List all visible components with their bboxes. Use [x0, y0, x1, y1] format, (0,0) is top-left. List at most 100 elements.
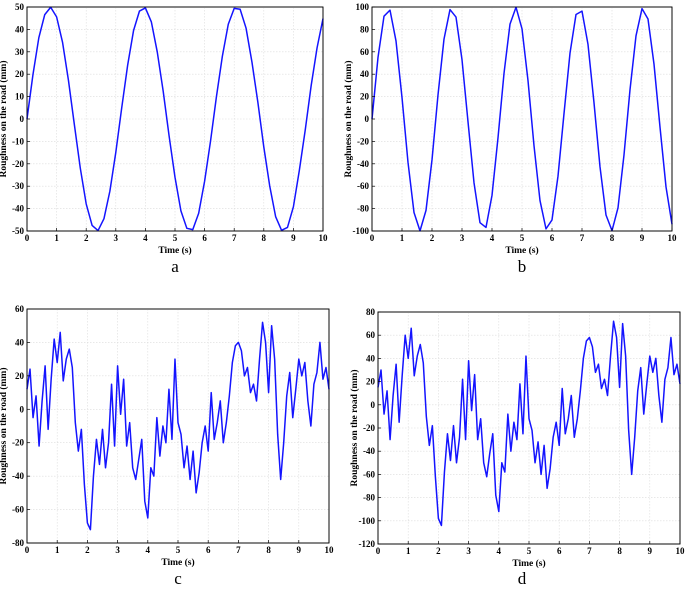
- y-tick-label: -80: [12, 538, 24, 548]
- x-tick-label: 2: [430, 233, 435, 243]
- y-axis-label: Roughness on the road (mm): [0, 367, 9, 484]
- x-tick-label: 0: [25, 233, 30, 243]
- y-axis-label: Roughness on the road (mm): [0, 60, 9, 177]
- y-tick-label: 60: [15, 304, 25, 314]
- x-tick-label: 7: [232, 233, 237, 243]
- x-tick-label: 4: [490, 233, 495, 243]
- y-tick-label: 80: [360, 24, 370, 34]
- x-tick-label: 5: [176, 545, 181, 555]
- y-tick-label: -40: [12, 471, 24, 481]
- x-tick-label: 7: [587, 546, 592, 556]
- x-tick-label: 10: [676, 546, 685, 556]
- y-tick-label: 20: [15, 371, 25, 381]
- x-tick-label: 8: [262, 233, 267, 243]
- x-tick-label: 10: [325, 545, 335, 555]
- y-tick-label: -20: [357, 136, 369, 146]
- x-tick-label: 5: [173, 233, 178, 243]
- x-tick-label: 3: [115, 545, 120, 555]
- x-tick-label: 10: [319, 233, 329, 243]
- y-axis-label: Roughness on the road (mm): [349, 369, 360, 486]
- y-axis-label: Roughness on the road (mm): [343, 60, 354, 177]
- y-tick-label: -60: [12, 505, 24, 515]
- x-tick-label: 6: [202, 233, 207, 243]
- y-tick-label: -60: [357, 181, 369, 191]
- x-tick-label: 1: [54, 233, 59, 243]
- y-tick-label: 80: [366, 307, 376, 317]
- x-tick-label: 6: [557, 546, 562, 556]
- y-tick-label: 0: [365, 114, 370, 124]
- x-tick-label: 6: [206, 545, 211, 555]
- x-tick-label: 3: [114, 233, 119, 243]
- y-tick-label: -80: [363, 493, 375, 503]
- x-tick-label: 2: [84, 233, 89, 243]
- x-axis-label: Time (s): [158, 245, 191, 256]
- x-tick-label: 4: [146, 545, 151, 555]
- y-tick-label: 40: [366, 353, 376, 363]
- y-tick-label: -40: [357, 159, 369, 169]
- x-tick-label: 3: [466, 546, 471, 556]
- y-tick-label: -60: [363, 469, 375, 479]
- x-tick-label: 5: [527, 546, 532, 556]
- chart-panel-b: 0 1 2 3 4 5 6 7 8 9 10 -100 -80 -60 -40 -20 0 20 40 60 80 100…: [343, 2, 677, 276]
- y-tick-label: 50: [15, 2, 25, 12]
- x-axis-label: Time (s): [505, 245, 538, 256]
- y-tick-label: -10: [12, 136, 24, 146]
- panel-caption: b: [518, 257, 527, 276]
- y-tick-label: -30: [12, 181, 24, 191]
- series-line-b: [371, 6, 673, 232]
- y-tick-label: 60: [360, 47, 370, 57]
- x-axis-label: Time (s): [161, 557, 194, 568]
- x-tick-label: 1: [406, 546, 411, 556]
- y-tick-label: 0: [371, 400, 376, 410]
- x-tick-label: 0: [376, 546, 381, 556]
- chart-panel-d: 0 1 2 3 4 5 6 7 8 9 10 -120 -100 -80 -60 -40 -20 0 20 40 60 8…: [349, 307, 685, 588]
- y-tick-label: -50: [12, 226, 24, 236]
- panel-caption: d: [518, 569, 527, 588]
- x-tick-label: 4: [143, 233, 148, 243]
- panel-caption: a: [171, 257, 179, 276]
- y-tick-label: 30: [15, 47, 25, 57]
- panel-caption: c: [174, 569, 182, 588]
- y-tick-label: 10: [15, 92, 25, 102]
- x-tick-label: 2: [85, 545, 90, 555]
- y-tick-label: -100: [353, 226, 370, 236]
- x-tick-label: 3: [460, 233, 465, 243]
- x-tick-label: 9: [648, 546, 653, 556]
- y-tick-label: 100: [356, 2, 370, 12]
- x-tick-label: 9: [291, 233, 296, 243]
- x-tick-label: 1: [55, 545, 60, 555]
- x-tick-label: 0: [25, 545, 30, 555]
- x-tick-label: 1: [400, 233, 405, 243]
- series-line-d: [377, 320, 681, 527]
- chart-panel-a: 0 1 2 3 4 5 6 7 8 9 10 -50 -40 -30 -20 -10 0 10 20 30 40 50 Ti…: [0, 2, 328, 276]
- x-tick-label: 7: [580, 233, 585, 243]
- y-tick-label: 40: [360, 69, 370, 79]
- x-tick-label: 9: [297, 545, 302, 555]
- x-tick-label: 9: [640, 233, 645, 243]
- y-tick-label: -40: [12, 204, 24, 214]
- x-tick-label: 8: [266, 545, 271, 555]
- y-tick-label: 20: [15, 69, 25, 79]
- y-tick-label: -20: [12, 438, 24, 448]
- y-tick-label: 20: [366, 377, 376, 387]
- y-tick-label: 40: [15, 24, 25, 34]
- x-tick-label: 7: [236, 545, 241, 555]
- x-tick-label: 8: [610, 233, 615, 243]
- x-tick-label: 6: [550, 233, 555, 243]
- y-tick-label: -120: [359, 539, 376, 549]
- y-tick-label: 40: [15, 337, 25, 347]
- series-line-c: [26, 321, 330, 531]
- y-tick-label: -20: [363, 423, 375, 433]
- x-tick-label: 10: [668, 233, 678, 243]
- y-tick-label: -40: [363, 446, 375, 456]
- x-axis-label: Time (s): [512, 558, 545, 569]
- series-line-a: [26, 6, 324, 232]
- y-tick-label: -20: [12, 159, 24, 169]
- x-tick-label: 0: [370, 233, 375, 243]
- x-tick-label: 8: [617, 546, 622, 556]
- y-tick-label: 20: [360, 92, 370, 102]
- y-tick-label: 0: [20, 404, 25, 414]
- chart-panel-c: 0 1 2 3 4 5 6 7 8 9 10 -80 -60 -40 -20 0 20 40 60 Time (s) R…: [0, 304, 334, 588]
- x-tick-label: 2: [436, 546, 441, 556]
